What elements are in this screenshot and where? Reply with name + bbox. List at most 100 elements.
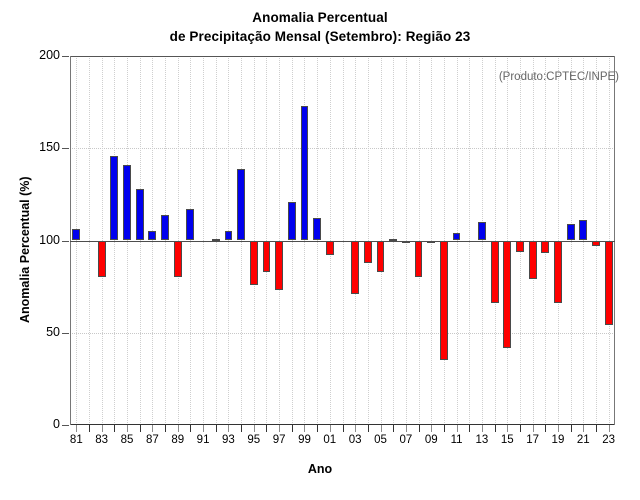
y-tick-label-200: 200	[39, 48, 60, 62]
y-tick-label-150: 150	[39, 140, 60, 155]
x-tick-mark-21	[583, 425, 585, 432]
x-tick-label-95: 95	[247, 434, 261, 446]
x-tick-mark-12	[469, 425, 471, 432]
x-tick-mark-18	[545, 425, 547, 432]
bar-13	[477, 222, 486, 241]
bar-08	[414, 240, 423, 278]
x-tick-mark-11	[456, 425, 458, 432]
x-tick-label-13: 13	[475, 434, 489, 446]
x-tick-mark-13	[481, 425, 483, 432]
x-tick-mark-16	[519, 425, 521, 432]
y-tick-label-50: 50	[46, 324, 60, 339]
y-tick-label-0: 0	[53, 417, 60, 431]
x-tick-mark-08	[418, 425, 420, 432]
bar-23	[604, 240, 613, 326]
x-tick-label-15: 15	[500, 434, 514, 446]
x-tick-label-99: 99	[298, 434, 311, 446]
bar-83	[97, 240, 106, 278]
bar-97	[275, 240, 284, 291]
x-tick-mark-94	[241, 425, 243, 432]
x-tick-label-05: 05	[374, 434, 387, 446]
y-tick-mark-200	[62, 56, 69, 57]
x-tick-label-17: 17	[526, 434, 539, 446]
bar-17	[528, 240, 537, 280]
bar-81	[72, 229, 81, 241]
x-tick-mark-22	[595, 425, 597, 432]
bar-96	[262, 240, 271, 272]
bar-15	[503, 240, 512, 348]
x-tick-label-21: 21	[576, 434, 590, 446]
x-tick-mark-97	[279, 425, 281, 432]
x-tick-mark-14	[494, 425, 496, 432]
bar-14	[490, 240, 499, 304]
x-tick-label-07: 07	[399, 434, 413, 446]
bar-18	[541, 240, 550, 254]
plot-border-bottom	[70, 424, 615, 425]
bar-95	[249, 240, 258, 285]
plot-border-top	[70, 56, 615, 57]
x-tick-mark-96	[266, 425, 268, 432]
bar-01	[325, 240, 334, 256]
x-tick-label-93: 93	[222, 434, 235, 446]
bar-86	[135, 188, 144, 241]
x-tick-mark-81	[76, 425, 78, 432]
bar-98	[287, 201, 296, 241]
y-tick-mark-100	[62, 240, 69, 242]
x-tick-label-19: 19	[551, 434, 565, 446]
y-tick-label-100: 100	[39, 232, 60, 247]
x-tick-mark-03	[355, 425, 357, 432]
bar-05	[376, 240, 385, 272]
x-tick-mark-98	[291, 425, 293, 432]
bar-10	[439, 240, 448, 361]
bar-11	[452, 233, 461, 241]
chart-title-line-1: Anomalia Percentual	[252, 10, 388, 25]
x-tick-label-01: 01	[323, 434, 337, 446]
x-tick-mark-95	[253, 425, 255, 432]
x-tick-mark-19	[557, 425, 559, 432]
x-tick-mark-17	[532, 425, 534, 432]
x-tick-mark-06	[393, 425, 395, 432]
chart-title: Anomalia Percentual de Precipitação Mens…	[0, 8, 640, 46]
x-tick-mark-10	[443, 425, 445, 432]
x-tick-mark-07	[405, 425, 407, 432]
x-tick-mark-05	[380, 425, 382, 432]
x-tick-label-87: 87	[145, 434, 159, 446]
x-tick-mark-93	[228, 425, 230, 432]
x-tick-label-09: 09	[424, 434, 438, 446]
x-tick-mark-88	[165, 425, 167, 432]
x-tick-mark-87	[152, 425, 154, 432]
bar-87	[148, 231, 157, 241]
plot-area	[70, 56, 615, 425]
x-tick-mark-84	[114, 425, 116, 432]
x-tick-mark-23	[608, 425, 610, 432]
x-tick-mark-90	[190, 425, 192, 432]
x-tick-label-11: 11	[450, 434, 463, 446]
source-annotation: (Produto:CPTEC/INPE)	[498, 71, 619, 83]
x-tick-label-89: 89	[171, 434, 185, 446]
x-tick-mark-15	[507, 425, 509, 432]
y-axis-label: Anomalia Percentual (%)	[18, 175, 32, 323]
bar-89	[173, 240, 182, 278]
chart-title-line-2: de Precipitação Mensal (Setembro): Regiã…	[169, 29, 471, 44]
x-tick-label-97: 97	[272, 434, 286, 446]
x-tick-label-03: 03	[348, 434, 362, 446]
x-tick-mark-91	[203, 425, 205, 432]
bar-93	[224, 231, 233, 241]
bar-94	[237, 168, 246, 241]
x-tick-mark-01	[329, 425, 331, 432]
x-tick-mark-82	[89, 425, 90, 432]
x-tick-mark-86	[139, 425, 141, 432]
bar-90	[186, 209, 195, 241]
bar-06	[389, 238, 398, 241]
x-tick-mark-04	[367, 425, 369, 432]
bar-16	[516, 240, 524, 252]
x-tick-mark-92	[215, 425, 217, 432]
bar-84	[110, 155, 119, 241]
bar-00	[313, 218, 322, 241]
x-tick-mark-83	[101, 425, 103, 432]
bar-19	[554, 240, 562, 304]
bar-21	[579, 220, 588, 241]
y-tick-mark-0	[62, 425, 69, 426]
x-tick-mark-89	[177, 425, 179, 432]
